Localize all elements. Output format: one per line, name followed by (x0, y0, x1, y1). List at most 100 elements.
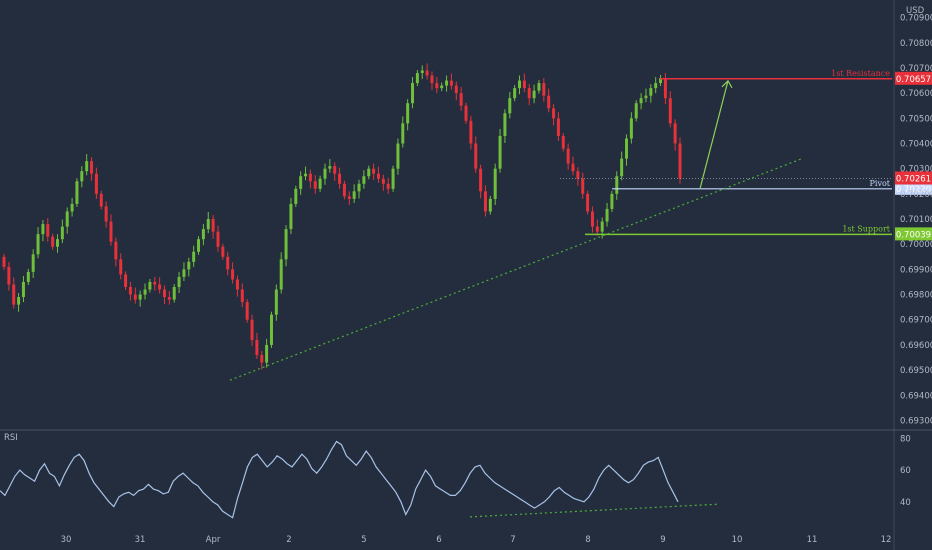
candle-body (167, 297, 171, 300)
candle-body (51, 236, 55, 247)
candle-body (245, 302, 249, 320)
candle-body (197, 239, 201, 252)
candle-body (610, 193, 614, 209)
price-tick-label: 0.69800 (900, 291, 932, 301)
rsi-tick-label: 40 (900, 498, 911, 508)
candle-body (586, 193, 590, 212)
candle-body (109, 221, 113, 242)
time-tick-label: 6 (436, 535, 441, 545)
candle-body (289, 203, 293, 230)
candle-body (440, 85, 444, 89)
candle-body (187, 261, 191, 270)
candle-body (386, 183, 390, 189)
candle-body (269, 314, 273, 345)
candle-body (566, 148, 570, 164)
candle-body (90, 161, 94, 174)
candle-body (639, 98, 643, 104)
candle-body (70, 203, 74, 212)
candle-body (454, 85, 458, 94)
candle-body (148, 281, 152, 290)
candle-body (634, 103, 638, 119)
price-tick-label: 0.69500 (900, 366, 932, 376)
candle-body (488, 198, 492, 212)
level-price-tag (895, 181, 932, 195)
projection-arrowhead (721, 79, 733, 89)
candle-body (201, 229, 205, 240)
candle-body (474, 143, 478, 169)
candle-body (138, 294, 142, 300)
price-tick-label: 0.70000 (900, 240, 932, 250)
candle-body (162, 289, 166, 298)
candle-body (381, 178, 385, 184)
time-tick-label: 30 (61, 535, 72, 545)
candle-body (250, 319, 254, 340)
price-tick-label: 0.70500 (900, 114, 932, 124)
candle-body (60, 226, 64, 240)
candle-body (518, 80, 522, 89)
candle-body (352, 191, 356, 199)
candle-body (31, 254, 35, 272)
candle-body (55, 239, 59, 247)
candle-body (21, 281, 25, 298)
candle-body (182, 269, 186, 277)
candle-body (581, 178, 585, 194)
candle-body (654, 83, 658, 89)
candle-body (338, 173, 342, 184)
candle-body (177, 276, 181, 288)
projection-arrow (699, 80, 729, 189)
candle-body (513, 88, 517, 99)
rsi-tick-label: 80 (900, 434, 911, 444)
candle-body (590, 211, 594, 227)
candle-body (85, 161, 89, 172)
candle-body (498, 135, 502, 169)
price-tick-label: 0.70200 (900, 190, 932, 200)
time-tick-label: 2 (286, 535, 291, 545)
candle-body (673, 123, 677, 144)
level-price-label: 0.70039 (896, 230, 931, 240)
candle-body (605, 208, 609, 222)
candle-body (26, 271, 30, 282)
candle-body (547, 95, 551, 109)
level-price-tag (895, 71, 932, 85)
candle-body (124, 274, 128, 288)
candle-body (279, 259, 283, 290)
price-tick-label: 0.70800 (900, 39, 932, 49)
candle-body (411, 83, 415, 104)
price-tick-label: 0.70900 (900, 14, 932, 24)
price-tick-label: 0.69300 (900, 416, 932, 426)
candle-body (435, 83, 439, 89)
price-tick-label: 0.70300 (900, 165, 932, 175)
candle-body (231, 269, 235, 280)
candle-body (571, 163, 575, 172)
time-tick-label: 10 (732, 535, 743, 545)
candle-body (75, 181, 79, 204)
candle-body (449, 80, 453, 86)
price-tick-label: 0.69900 (900, 265, 932, 275)
candle-body (503, 113, 507, 136)
candle-body (391, 168, 395, 189)
rsi-label: RSI (4, 433, 18, 443)
candle-body (668, 98, 672, 124)
level-name-label: 1st Resistance (831, 69, 890, 78)
price-tick-label: 0.70600 (900, 89, 932, 99)
price-tick-label: 0.69400 (900, 391, 932, 401)
candle-body (2, 256, 6, 267)
candle-body (104, 206, 108, 222)
candle-body (216, 231, 220, 247)
rsi-pane (0, 440, 719, 519)
candle-body (221, 246, 225, 257)
candle-body (284, 229, 288, 260)
level-price-tag (895, 227, 932, 241)
candle-body (595, 226, 599, 232)
candle-body (318, 178, 322, 189)
candle-body (625, 138, 629, 159)
candle-body (659, 78, 663, 84)
candle-body (459, 93, 463, 106)
candle-body (620, 158, 624, 177)
candle-body (552, 108, 556, 119)
candle-body (527, 88, 531, 99)
candle-body (425, 70, 429, 76)
candle-body (99, 193, 103, 207)
